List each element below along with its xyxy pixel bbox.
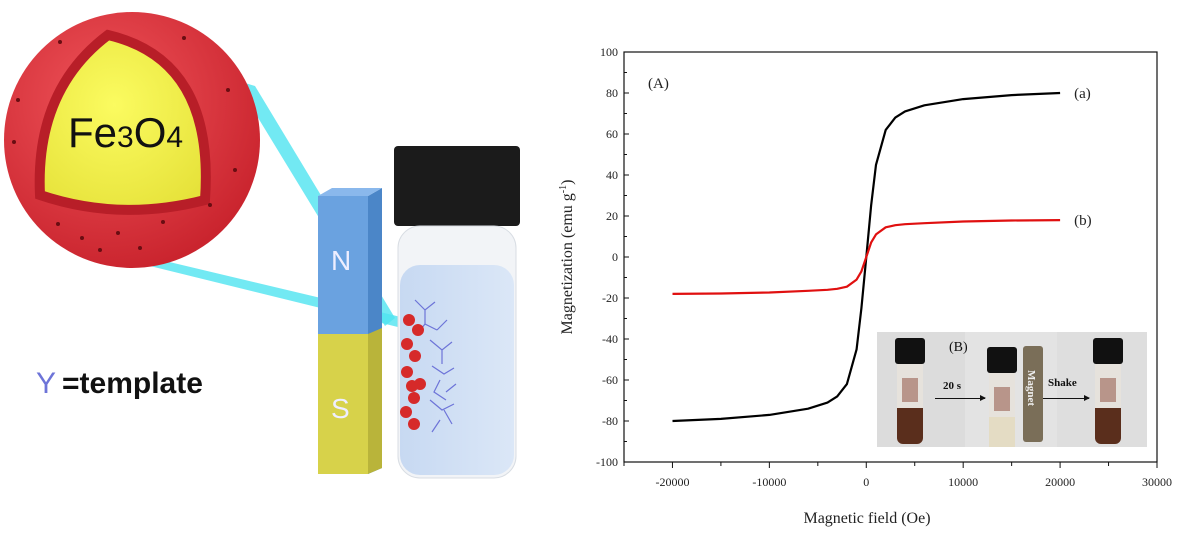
magnet-south-label: S [331,393,350,424]
core-formula: Fe3O4 [68,109,183,156]
magnet-top [318,188,382,196]
magnet-north [318,196,368,334]
magnet-north-label: N [331,245,351,276]
y-tick-label: -20 [602,291,618,305]
template-legend-symbol: Y [36,367,56,400]
y-axis-label: Magnetization (emu g-1) [558,180,576,335]
y-tick-label: 60 [606,127,618,141]
template-legend-text: =template [62,367,203,400]
magnet-south [318,334,368,474]
particle-core [34,29,211,215]
arrow-icon [1043,395,1090,401]
y-tick-label: 20 [606,209,618,223]
y-tick-label: 40 [606,168,618,182]
y-tick-label: 80 [606,86,618,100]
panel-label-b: (B) [949,340,968,355]
x-tick-label: 30000 [1142,475,1172,489]
captured-particles [400,314,426,430]
magnet-label: Magnet [1025,369,1038,407]
magnet-side-south [368,328,382,474]
y-tick-label: 100 [600,45,618,59]
inset-photo: Magnet (B) 20 s Shake [877,332,1147,447]
template-molecules [414,299,457,433]
x-tick-label: 0 [863,475,869,489]
x-tick-label: -10000 [752,475,786,489]
step-shake-label: Shake [1048,377,1077,389]
x-tick-label: 20000 [1045,475,1075,489]
series-label: (a) [1074,86,1091,102]
y-tick-label: -80 [602,414,618,428]
arrow-icon [935,395,986,401]
step-20s-label: 20 s [943,380,962,392]
x-tick-label: 10000 [948,475,978,489]
vial-liquid [400,265,514,475]
series-line-b [672,219,1061,295]
y-tick-label: -100 [596,455,618,469]
pores [12,36,237,252]
y-tick-label: -60 [602,373,618,387]
y-tick-label: 0 [612,250,618,264]
vial-cap [394,146,520,226]
magnet-bar [1023,346,1043,442]
schematic-illustration: Fe3O4 N S Y =template [4,12,520,479]
series-label: (b) [1074,213,1092,229]
magnetization-chart: -100 -80 -60 -40 -20 0 20 40 60 80 100 -20000 -1000… [558,45,1172,527]
panel-label-a: (A) [648,76,669,92]
y-tick-label: -40 [602,332,618,346]
x-tick-label: -20000 [655,475,689,489]
x-axis-label: Magnetic field (Oe) [803,510,930,527]
